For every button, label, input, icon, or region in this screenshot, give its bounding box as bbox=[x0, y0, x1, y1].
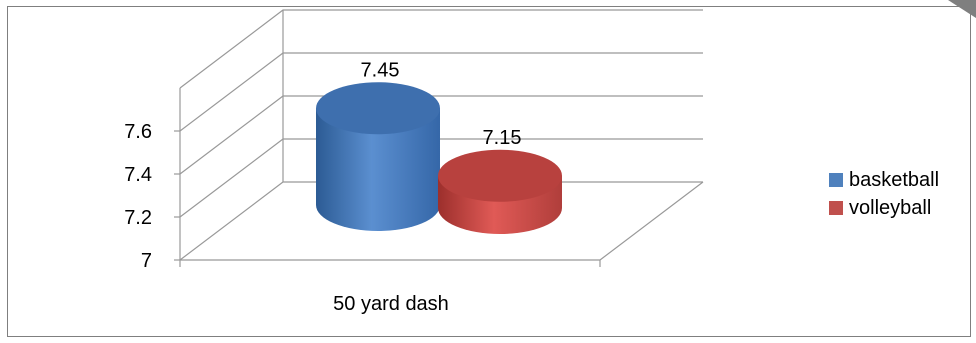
legend-item-volleyball: volleyball bbox=[829, 197, 931, 219]
gridline bbox=[179, 9, 703, 89]
bar-top bbox=[438, 149, 562, 202]
bar-top bbox=[316, 82, 440, 135]
legend: basketball volleyball bbox=[829, 0, 976, 219]
bar-basketball bbox=[316, 82, 440, 231]
bars bbox=[316, 82, 562, 234]
data-label: 7.45 bbox=[361, 59, 400, 81]
corner-decoration bbox=[948, 0, 976, 18]
gridline bbox=[179, 181, 703, 261]
gridline bbox=[179, 95, 703, 175]
legend-swatch bbox=[829, 201, 843, 215]
bar-body bbox=[316, 108, 440, 231]
y-tick-label: 7.6 bbox=[124, 121, 152, 143]
legend-item-basketball: basketball bbox=[829, 169, 939, 191]
data-label: 7.15 bbox=[483, 127, 522, 149]
legend-label: basketball bbox=[849, 169, 939, 191]
y-tick-label: 7.2 bbox=[124, 207, 152, 229]
bar-volleyball bbox=[438, 149, 562, 234]
legend-swatch bbox=[829, 173, 843, 187]
y-axis: 7 7.2 7.4 7.6 bbox=[124, 121, 180, 272]
legend-label: volleyball bbox=[849, 197, 931, 219]
gridlines bbox=[179, 9, 703, 261]
gridline bbox=[179, 138, 703, 218]
y-tick-label: 7 bbox=[141, 250, 152, 272]
labels: 7.45 7.15 50 yard dash bbox=[333, 59, 521, 315]
x-category-label: 50 yard dash bbox=[333, 293, 449, 315]
y-tick-label: 7.4 bbox=[124, 164, 152, 186]
gridline bbox=[179, 52, 703, 132]
